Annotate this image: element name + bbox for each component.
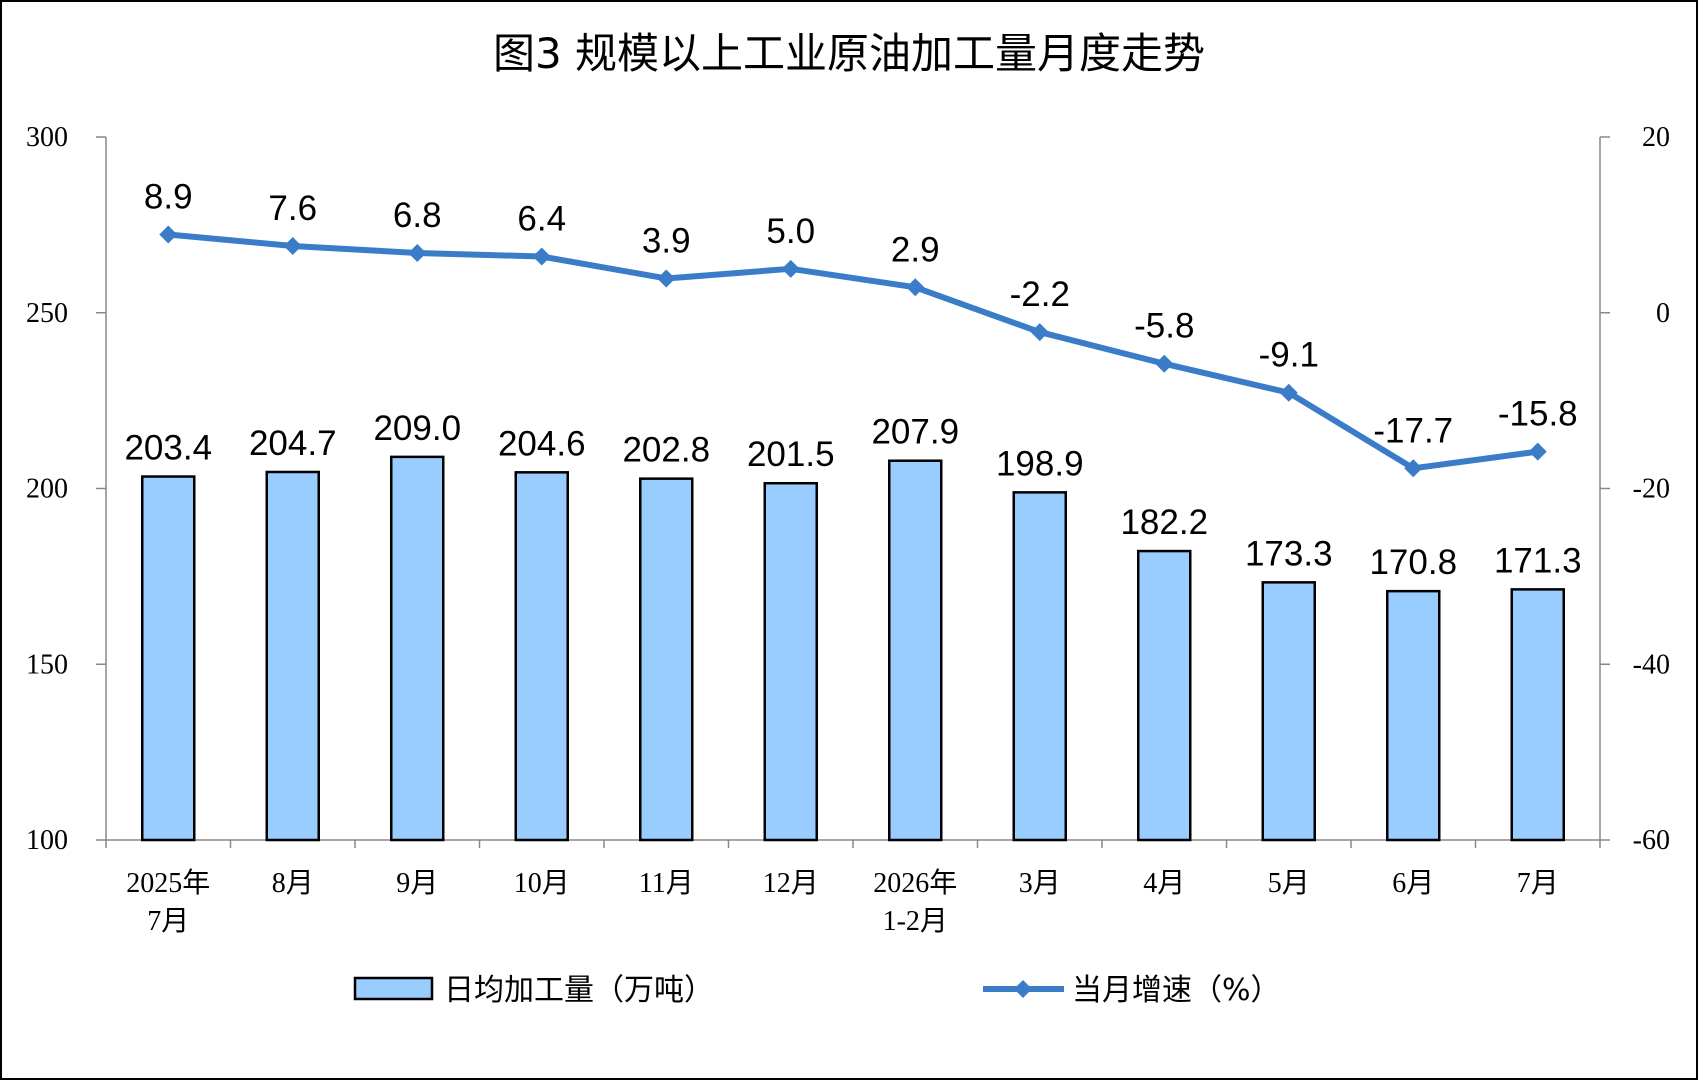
line-data-label: -15.8 bbox=[1498, 395, 1578, 434]
bar bbox=[1261, 581, 1316, 842]
y-left-tick-label: 200 bbox=[26, 474, 68, 505]
growth-marker bbox=[408, 243, 427, 262]
bar-data-label: 204.7 bbox=[249, 424, 337, 463]
y-right-tick-label: 20 bbox=[1642, 122, 1670, 153]
bar bbox=[265, 470, 320, 842]
bar-data-label: 182.2 bbox=[1120, 503, 1208, 542]
bar-data-label: 207.9 bbox=[871, 413, 959, 452]
x-tick-label: 11月 bbox=[639, 868, 694, 899]
x-tick-label: 7月 bbox=[1517, 868, 1559, 899]
chart-title: 图3 规模以上工业原油加工量月度走势 bbox=[492, 29, 1206, 78]
x-tick-label: 5月 bbox=[1268, 868, 1310, 899]
x-tick-label: 7月 bbox=[147, 906, 189, 937]
legend-line-label: 当月增速（%） bbox=[1072, 973, 1281, 1008]
growth-marker bbox=[657, 269, 676, 288]
x-tick-label: 2025年 bbox=[126, 867, 210, 899]
growth-marker bbox=[283, 236, 302, 255]
line-data-label: 6.4 bbox=[517, 200, 566, 239]
bar bbox=[390, 455, 445, 842]
bar-data-label: 170.8 bbox=[1369, 543, 1457, 582]
x-tick-label: 12月 bbox=[763, 868, 819, 899]
x-tick-label: 6月 bbox=[1392, 868, 1434, 899]
x-tick-label: 10月 bbox=[514, 868, 570, 899]
growth-marker bbox=[1528, 442, 1547, 461]
y-right-tick-label: -20 bbox=[1633, 474, 1670, 505]
x-tick-label: 3月 bbox=[1019, 868, 1061, 899]
line-data-label: -2.2 bbox=[1010, 275, 1070, 314]
growth-line bbox=[167, 231, 1539, 472]
growth-marker bbox=[1030, 323, 1049, 342]
growth-marker bbox=[159, 225, 178, 244]
bar bbox=[888, 459, 943, 842]
x-tick-label: 2026年 bbox=[873, 867, 957, 899]
bar bbox=[141, 475, 196, 842]
y-left-tick-label: 300 bbox=[26, 122, 68, 153]
x-tick-label: 8月 bbox=[272, 868, 314, 899]
y-right-tick-label: -60 bbox=[1633, 825, 1670, 856]
y-left-tick-label: 100 bbox=[26, 825, 68, 856]
x-tick-label: 9月 bbox=[396, 868, 438, 899]
legend-bar-label: 日均加工量（万吨） bbox=[444, 973, 714, 1008]
y-left-tick-label: 250 bbox=[26, 298, 68, 329]
line-data-label: 2.9 bbox=[891, 230, 940, 269]
line-data-label: 3.9 bbox=[642, 221, 691, 260]
line-data-label: 7.6 bbox=[268, 189, 317, 228]
y-right-tick-label: 0 bbox=[1656, 298, 1670, 329]
x-tick-label: 4月 bbox=[1143, 868, 1185, 899]
bar-data-label: 209.0 bbox=[373, 409, 461, 448]
growth-marker bbox=[1404, 459, 1423, 478]
bar bbox=[1012, 491, 1067, 842]
bar-data-label: 202.8 bbox=[622, 431, 710, 470]
legend-line-marker bbox=[1014, 980, 1032, 998]
growth-marker bbox=[906, 278, 925, 297]
bar bbox=[1386, 589, 1441, 842]
bar-data-label: 201.5 bbox=[747, 435, 835, 474]
growth-marker bbox=[1155, 354, 1174, 373]
legend-bar-swatch bbox=[353, 976, 434, 1001]
bar-data-label: 198.9 bbox=[996, 444, 1084, 483]
bar bbox=[514, 471, 569, 842]
line-data-label: 6.8 bbox=[393, 196, 442, 235]
bar bbox=[639, 477, 694, 842]
x-tick-label: 1-2月 bbox=[883, 906, 948, 937]
line-data-label: 5.0 bbox=[766, 212, 815, 251]
growth-marker bbox=[532, 247, 551, 266]
line-data-label: -9.1 bbox=[1259, 336, 1319, 375]
bar-data-label: 204.6 bbox=[498, 424, 586, 463]
growth-marker bbox=[1279, 383, 1298, 402]
line-data-label: -17.7 bbox=[1373, 411, 1453, 450]
bar-data-label: 171.3 bbox=[1494, 541, 1582, 580]
bar bbox=[763, 481, 818, 842]
y-right-tick-label: -40 bbox=[1633, 649, 1670, 680]
growth-marker bbox=[781, 259, 800, 278]
line-data-label: -5.8 bbox=[1134, 307, 1194, 346]
bar bbox=[1510, 588, 1565, 842]
y-left-tick-label: 150 bbox=[26, 649, 68, 680]
bar bbox=[1137, 549, 1192, 842]
bar-data-label: 203.4 bbox=[124, 429, 212, 468]
bar-data-label: 173.3 bbox=[1245, 534, 1333, 573]
line-data-label: 8.9 bbox=[144, 178, 193, 217]
